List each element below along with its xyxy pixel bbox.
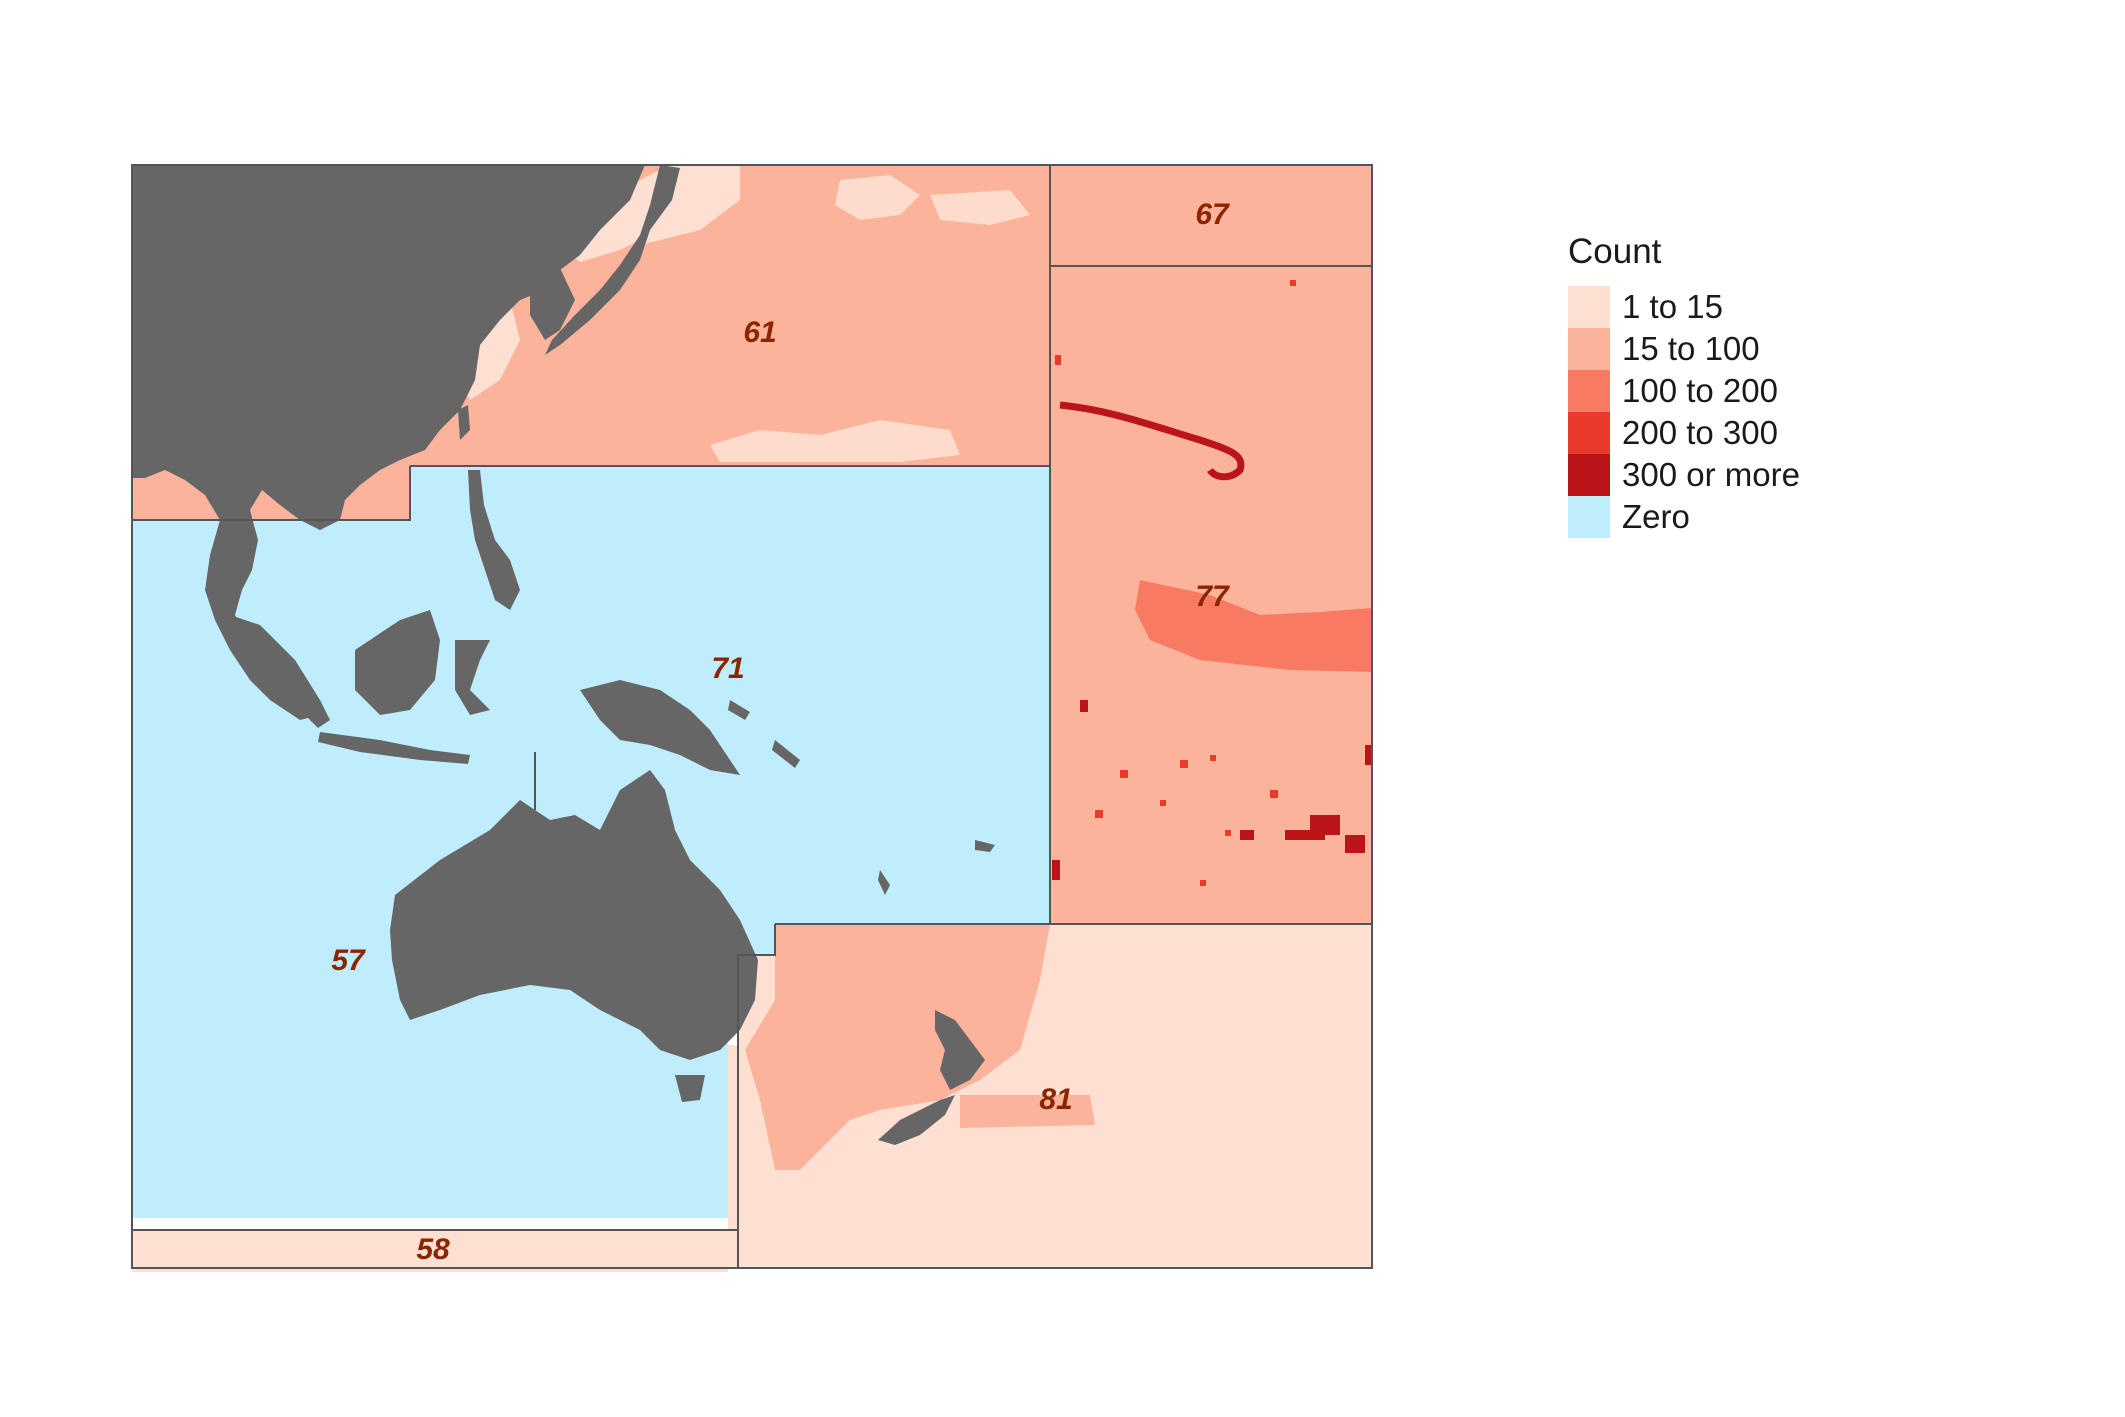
legend-item-300-more: 300 or more [1568,454,1800,496]
legend-label: 15 to 100 [1622,330,1760,368]
legend-item-15-100: 15 to 100 [1568,328,1800,370]
legend-label: Zero [1622,498,1690,536]
legend-item-100-200: 100 to 200 [1568,370,1800,412]
area-label-57: 57 [331,944,366,977]
area-71-region-south[interactable] [728,466,1050,924]
legend-label: 200 to 300 [1622,414,1778,452]
legend-swatch [1568,370,1610,412]
legend-title: Count [1568,232,1800,272]
area-label-61: 61 [743,316,776,349]
area-label-58: 58 [416,1233,450,1266]
legend-item-1-15: 1 to 15 [1568,286,1800,328]
legend-label: 300 or more [1622,456,1800,494]
area-label-67: 67 [1195,198,1230,231]
legend-swatch [1568,328,1610,370]
area-label-81: 81 [1039,1083,1072,1116]
legend-label: 1 to 15 [1622,288,1723,326]
legend-item-200-300: 200 to 300 [1568,412,1800,454]
area-label-71: 71 [711,652,744,685]
map-legend: Count 1 to 15 15 to 100 100 to 200 200 t… [1568,232,1800,538]
legend-label: 100 to 200 [1622,372,1778,410]
legend-swatch [1568,286,1610,328]
legend-item-zero: Zero [1568,496,1800,538]
area-81-east-patch [960,1095,1095,1128]
area-label-77: 77 [1195,580,1230,613]
legend-swatch [1568,454,1610,496]
legend-swatch [1568,496,1610,538]
legend-swatch [1568,412,1610,454]
